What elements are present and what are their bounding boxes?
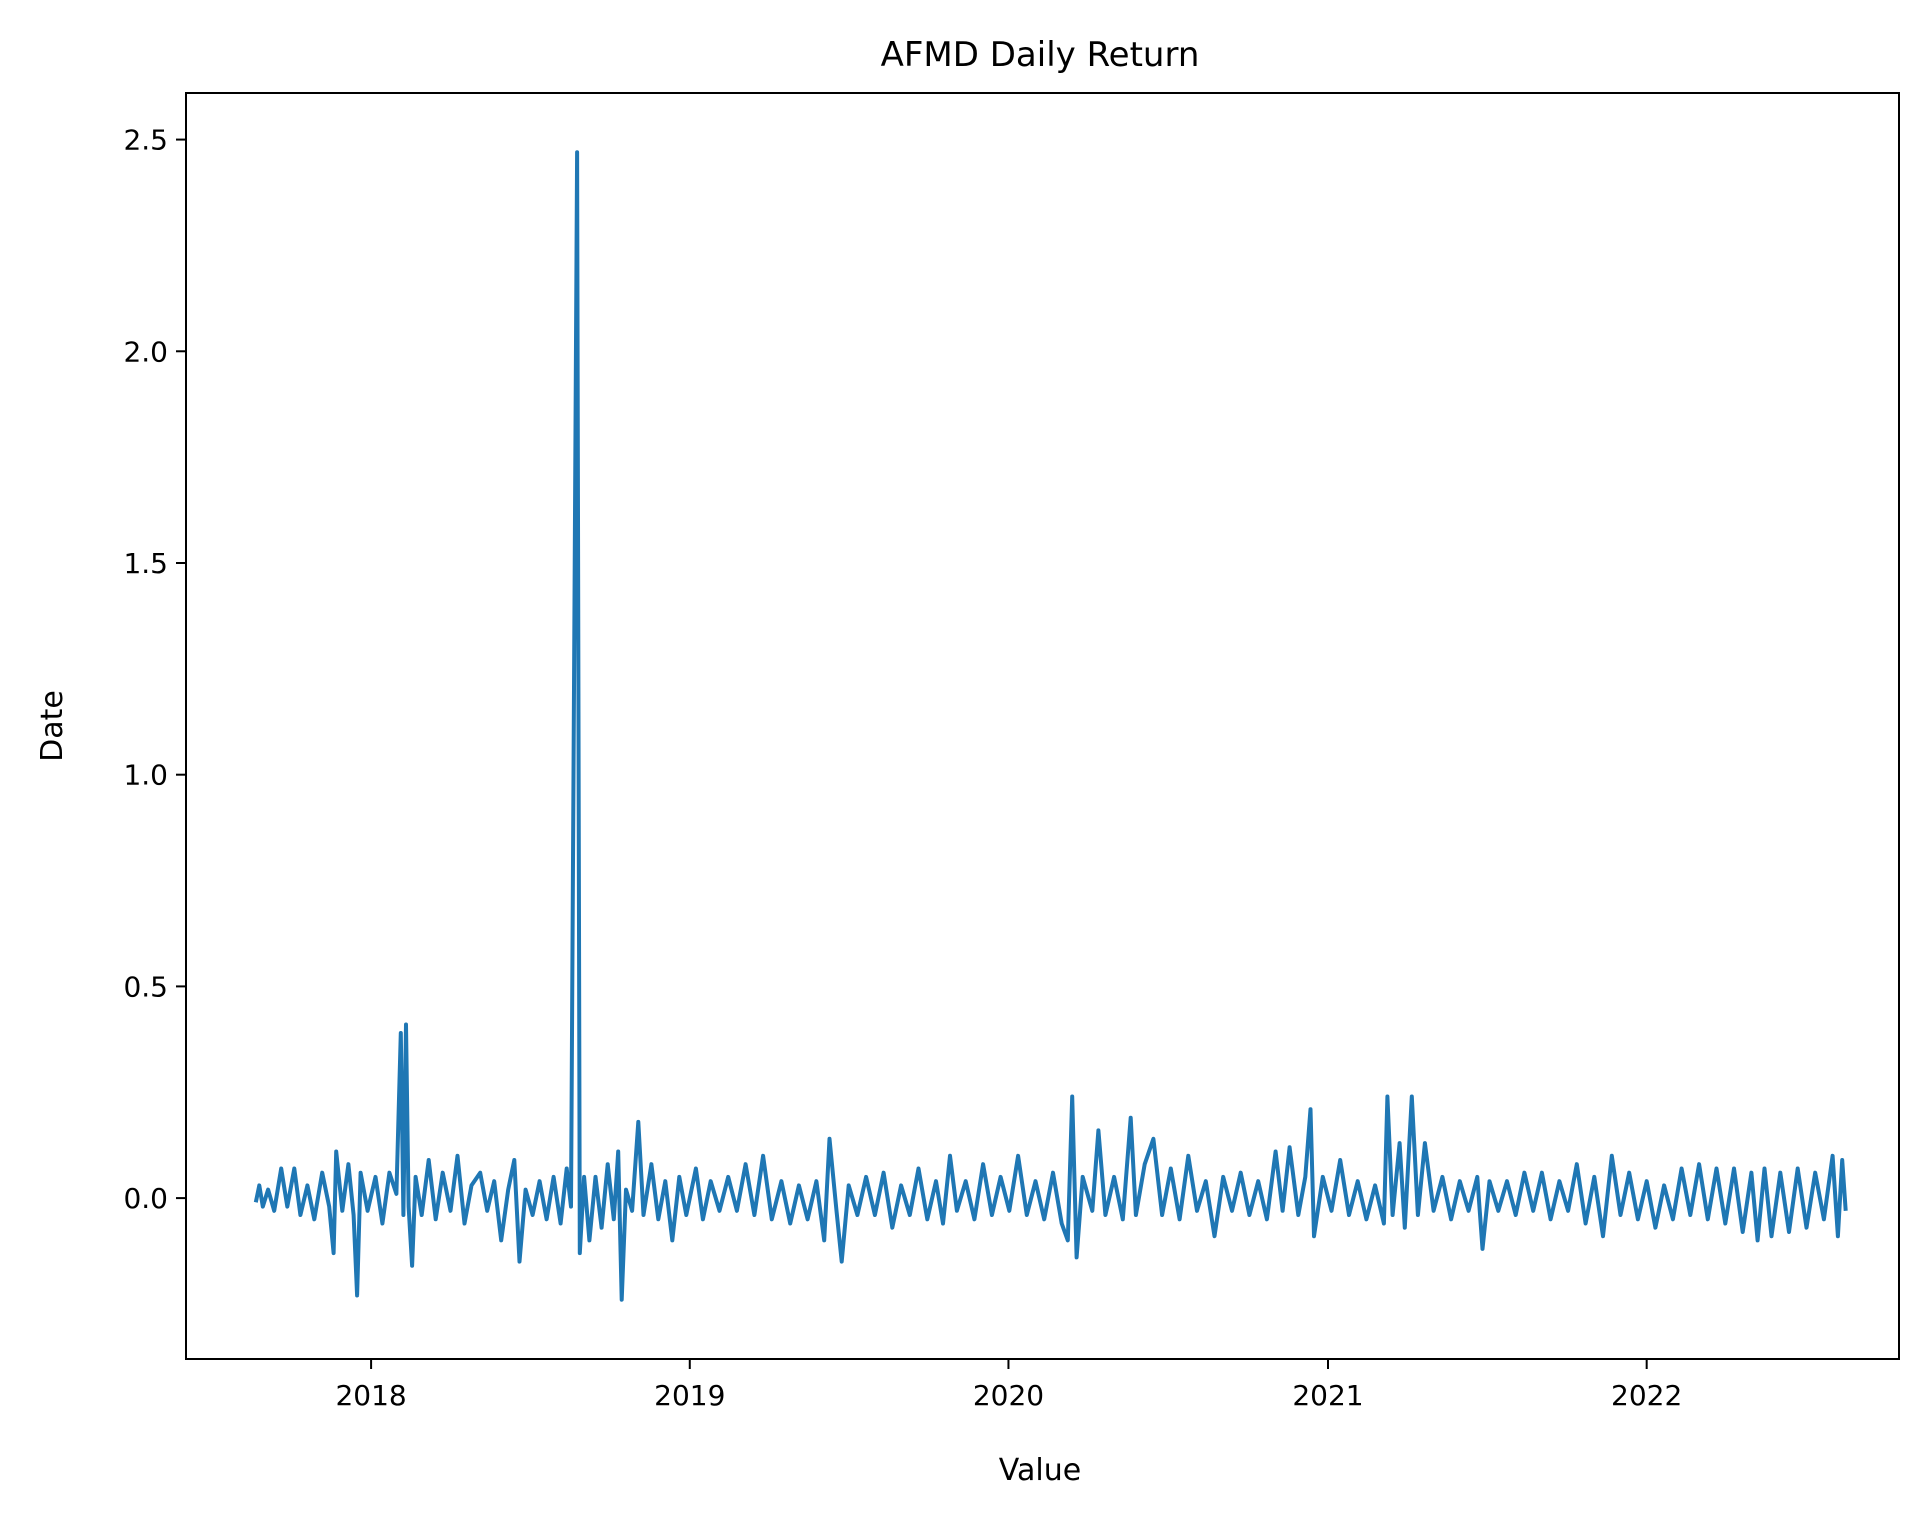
x-tick-label-2: 2020	[973, 1379, 1044, 1412]
x-axis-label: Value	[999, 1453, 1081, 1488]
x-tick-label-1: 2019	[654, 1379, 725, 1412]
plot-area	[253, 150, 1848, 1302]
y-tick-label-0: 0.0	[123, 1182, 168, 1215]
x-tick-label-0: 2018	[335, 1379, 406, 1412]
y-axis: 0.0 0.5 1.0 1.5 2.0 2.5	[123, 124, 186, 1215]
y-axis-label: Date	[35, 690, 70, 762]
y-tick-label-5: 2.5	[123, 124, 168, 157]
series-line-0	[253, 150, 1848, 1302]
plot-frame	[185, 92, 1900, 1360]
y-tick-label-2: 1.0	[123, 759, 168, 792]
x-axis: 2018 2019 2020 2021 2022	[335, 1359, 1682, 1412]
x-tick-label-4: 2022	[1611, 1379, 1682, 1412]
chart-title: AFMD Daily Return	[881, 35, 1200, 75]
y-tick-label-3: 1.5	[123, 547, 168, 580]
x-tick-label-3: 2021	[1292, 1379, 1363, 1412]
y-tick-label-1: 0.5	[123, 970, 168, 1003]
y-tick-label-4: 2.0	[123, 335, 168, 368]
